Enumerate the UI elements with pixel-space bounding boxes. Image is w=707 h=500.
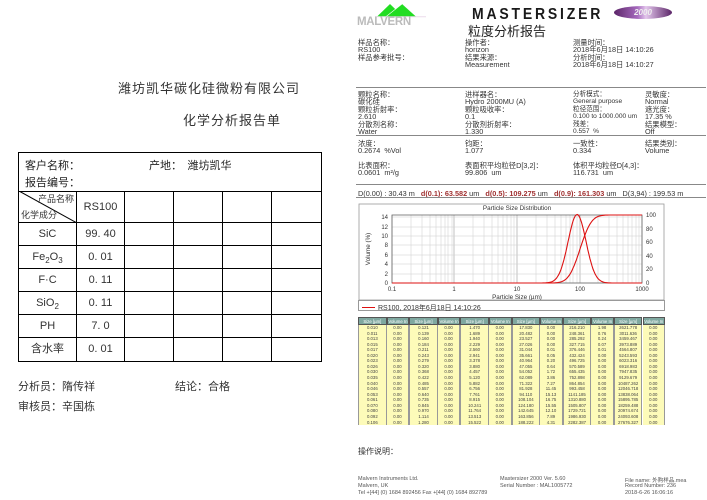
svg-text:10: 10 <box>381 234 388 240</box>
svg-text:1000: 1000 <box>635 287 649 293</box>
svg-text:20: 20 <box>646 267 653 273</box>
svg-text:Volume (%): Volume (%) <box>365 233 372 266</box>
svg-text:60: 60 <box>646 240 653 246</box>
svg-text:10: 10 <box>514 287 521 293</box>
svg-text:12: 12 <box>381 225 388 231</box>
svg-text:MALVERN: MALVERN <box>357 16 411 26</box>
svg-text:Particle Size Distribution: Particle Size Distribution <box>483 205 552 212</box>
svg-text:100: 100 <box>575 287 586 293</box>
svg-text:14: 14 <box>381 215 388 221</box>
svg-text:40: 40 <box>646 254 653 260</box>
svg-text:0.1: 0.1 <box>388 287 397 293</box>
svg-text:100: 100 <box>646 213 657 219</box>
svg-text:80: 80 <box>646 227 653 233</box>
